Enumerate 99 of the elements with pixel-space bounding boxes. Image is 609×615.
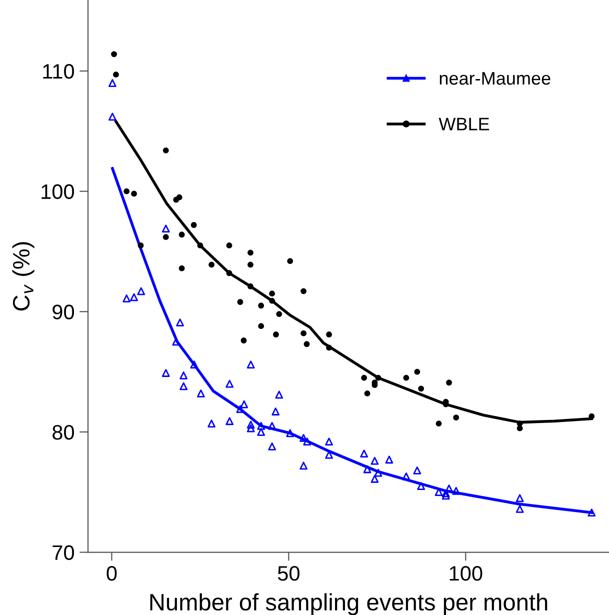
point: [272, 332, 279, 338]
point: [287, 258, 294, 264]
point: [162, 224, 170, 233]
point: [326, 344, 332, 351]
point: [300, 434, 308, 442]
point: [246, 420, 255, 429]
point: [196, 389, 205, 398]
point: [208, 420, 216, 428]
point: [138, 242, 144, 248]
point: [418, 386, 424, 392]
point: [442, 492, 450, 500]
y-axis-title: C$_{v}$ (%): [12, 242, 34, 310]
point: [304, 341, 310, 348]
point: [137, 287, 146, 296]
point: [108, 79, 116, 87]
point: [180, 371, 188, 380]
point: [268, 442, 276, 450]
point: [436, 420, 442, 426]
point: [268, 422, 276, 430]
point: [303, 438, 312, 446]
y-tick-label: 110: [43, 64, 74, 79]
point: [257, 428, 266, 436]
point: [176, 318, 184, 326]
point: [257, 422, 266, 430]
point: [370, 474, 379, 483]
point: [326, 332, 332, 338]
point: [414, 368, 420, 375]
y-tick-label: 100: [42, 184, 74, 200]
point: [226, 270, 232, 276]
point: [240, 400, 248, 408]
point: [374, 468, 382, 477]
point: [516, 494, 524, 502]
point: [370, 456, 379, 465]
point: [178, 232, 185, 238]
legend-label: near-Maumee: [440, 72, 550, 85]
point: [162, 369, 170, 377]
point: [364, 390, 370, 396]
point: [269, 290, 275, 297]
point: [178, 265, 185, 272]
point: [108, 112, 116, 121]
point: [588, 508, 596, 517]
point: [417, 482, 426, 490]
point: [130, 293, 138, 302]
point: [162, 234, 169, 240]
point: [237, 299, 244, 305]
point: [226, 417, 234, 426]
point: [403, 374, 410, 381]
point: [300, 462, 308, 470]
point: [248, 262, 254, 268]
point: [248, 250, 254, 256]
point: [588, 413, 595, 420]
y-tick-label: 90: [52, 304, 74, 320]
point: [246, 360, 255, 369]
point: [453, 414, 460, 420]
point: [248, 283, 254, 290]
x-tick-label: 0: [106, 566, 117, 581]
x-tick-label: 50: [278, 566, 300, 581]
point: [113, 72, 119, 78]
point: [442, 489, 450, 498]
point: [375, 374, 382, 381]
point: [258, 323, 264, 330]
point: [190, 222, 197, 228]
point: [190, 360, 198, 369]
y-tick-label: 70: [52, 545, 74, 560]
point: [286, 429, 294, 438]
point: [176, 194, 182, 200]
point: [413, 466, 422, 474]
point: [516, 505, 524, 513]
point: [275, 390, 284, 399]
legend-label: WBLE: [438, 118, 490, 130]
point: [208, 262, 214, 268]
point: [240, 338, 247, 344]
point: [269, 298, 275, 304]
point: [180, 382, 188, 390]
point: [131, 190, 137, 197]
point: [361, 374, 368, 381]
point: [246, 424, 255, 432]
point: [360, 450, 368, 458]
point: [276, 311, 282, 317]
x-tick-label: 100: [450, 566, 482, 581]
point: [122, 294, 131, 302]
point: [162, 147, 169, 154]
y-tick-label: 80: [52, 424, 74, 440]
point: [226, 242, 232, 248]
point: [363, 465, 372, 474]
point: [300, 330, 306, 336]
point: [300, 288, 306, 294]
point: [446, 380, 452, 386]
point: [111, 51, 117, 58]
x-axis-title: Number of sampling events per month: [150, 593, 548, 615]
point: [258, 302, 264, 309]
point: [124, 188, 130, 194]
point: [226, 380, 234, 388]
point: [402, 472, 410, 480]
point: [452, 486, 460, 495]
point: [197, 242, 204, 248]
point: [385, 456, 394, 464]
point: [325, 438, 333, 446]
point: [272, 408, 280, 416]
